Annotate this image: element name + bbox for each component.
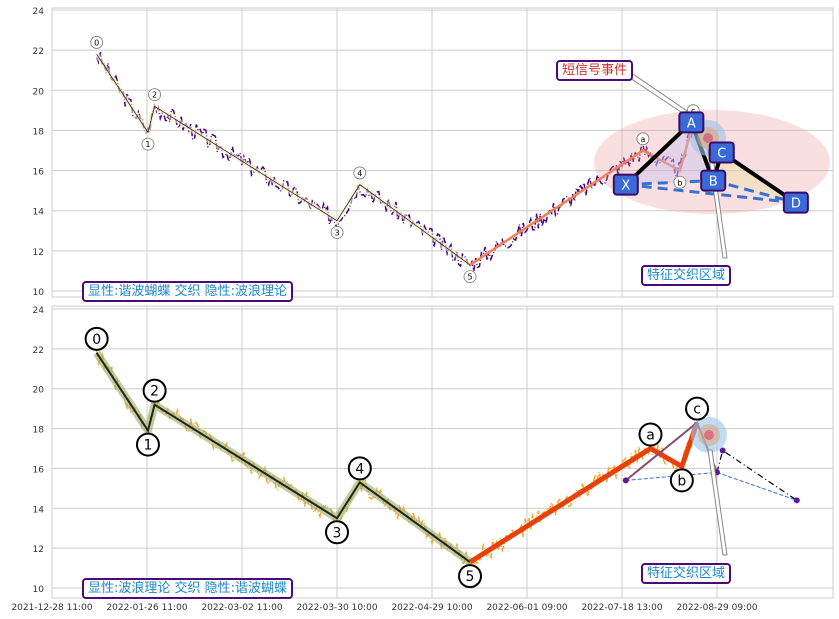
wave-label: 1: [145, 140, 150, 149]
x-tick-label: 2022-01-26 11:00: [106, 603, 187, 613]
harmonic-label: X: [621, 179, 630, 194]
harmonic-dashed-line: [712, 179, 797, 205]
harmonic-label: D: [791, 197, 801, 212]
wave-label: 2: [150, 384, 159, 400]
top-zone-annotation: 特征交织区域: [641, 265, 732, 286]
price-line: [95, 51, 694, 272]
wave-label-circle: [84, 326, 109, 351]
wave-label-circle: [90, 36, 104, 49]
wave-label-circle: [638, 422, 663, 447]
wave-label: a: [640, 135, 645, 144]
harmonic-label: C: [717, 147, 726, 162]
signal-glow: [703, 133, 713, 143]
harmonic-label: A: [687, 116, 696, 131]
wave-label-circle: [347, 456, 372, 481]
harmonic-label-box: [782, 191, 809, 214]
x-tick-label: 2021-12-28 11:00: [11, 603, 92, 613]
bottom-legend-label: 显性:波浪理论 交织 隐性:谐波蝴蝶: [82, 578, 294, 599]
wave-label: 1: [143, 438, 152, 454]
wave-label-circle: [330, 226, 344, 239]
wave-label-circle: [685, 396, 710, 421]
wave-label-circle: [148, 88, 162, 102]
wave-label-circle: [458, 564, 482, 589]
bottom-zone-annotation: 特征交织区域: [641, 563, 732, 584]
wave-label: c: [691, 107, 695, 116]
wave-label: a: [646, 428, 655, 444]
y-tick-label: 20: [33, 87, 45, 97]
wave-label: 2: [152, 91, 157, 100]
x-tick-label: 2022-07-18 13:00: [581, 603, 662, 613]
zone-arrow: [707, 449, 728, 556]
harmonic-dashed-line: [625, 183, 797, 205]
wave-label: 5: [467, 273, 472, 282]
x-tick-label: 2022-03-02 11:00: [201, 603, 282, 613]
corrective-wave-line: [468, 421, 700, 565]
signal-glow: [704, 430, 714, 440]
y-tick-label: 16: [33, 168, 45, 178]
impulse-wave-line: [96, 53, 471, 266]
corrective-wave-line: [469, 122, 695, 266]
wave-label-circle: [135, 432, 160, 457]
wave-label-circle: [463, 270, 477, 284]
y-tick-label: 10: [33, 585, 45, 595]
harmonic-label: B: [709, 175, 718, 190]
x-tick-label: 2022-04-29 10:00: [391, 603, 472, 613]
x-tick-label: 2022-06-01 09:00: [486, 603, 567, 613]
y-tick-label: 24: [33, 7, 45, 17]
y-tick-label: 14: [33, 208, 45, 218]
y-tick-label: 16: [33, 465, 45, 475]
y-tick-label: 14: [33, 505, 45, 515]
x-tick-label: 2022-08-29 09:00: [676, 603, 757, 613]
short-signal-annotation: 短信号事件: [556, 60, 634, 81]
wave-label: 4: [357, 169, 362, 178]
top-legend-label: 显性:谐波蝴蝶 交织 隐性:波浪理论: [82, 281, 294, 302]
wave-label-circle: [669, 468, 694, 493]
wave-label: 4: [355, 461, 364, 477]
y-tick-label: 18: [33, 127, 45, 137]
y-tick-label: 12: [33, 545, 44, 555]
wave-label-circle: [141, 137, 155, 151]
wave-label: 0: [92, 332, 101, 348]
wave-label: c: [693, 402, 701, 418]
wave-label: 3: [334, 228, 339, 237]
harmonic-point: [793, 497, 800, 504]
plot-area: [51, 305, 834, 599]
wave-label: 5: [466, 569, 475, 585]
harmonic-dashed-line: [716, 471, 797, 501]
harmonic-label-box: [700, 169, 727, 192]
y-tick-label: 22: [33, 346, 44, 356]
wave-label-circle: [636, 132, 650, 146]
harmonic-point: [622, 477, 629, 484]
y-tick-label: 20: [33, 386, 45, 396]
wave-label: b: [677, 473, 686, 489]
impulse-wave-line: [95, 352, 471, 563]
wave-label: 3: [333, 525, 342, 541]
y-tick-label: 22: [33, 47, 44, 57]
wave-label-circle: [325, 520, 349, 545]
x-tick-label: 2022-03-30 10:00: [296, 603, 377, 613]
wave-label-circle: [353, 166, 367, 180]
harmonic-label-box: [612, 173, 639, 196]
wave-label: b: [677, 178, 682, 187]
y-tick-label: 12: [33, 248, 44, 258]
wave-label-circle: [142, 378, 167, 403]
y-tick-label: 18: [33, 426, 45, 436]
harmonic-dashed-line: [625, 179, 714, 187]
wave-label-circle: [673, 175, 687, 189]
y-tick-label: 10: [33, 288, 45, 298]
wave-label: 0: [94, 38, 99, 47]
y-tick-label: 24: [33, 306, 45, 316]
price-line: [95, 350, 698, 567]
harmonic-point: [719, 447, 726, 454]
harmonic-label-box: [708, 141, 735, 164]
harmonic-label-box: [678, 111, 705, 134]
